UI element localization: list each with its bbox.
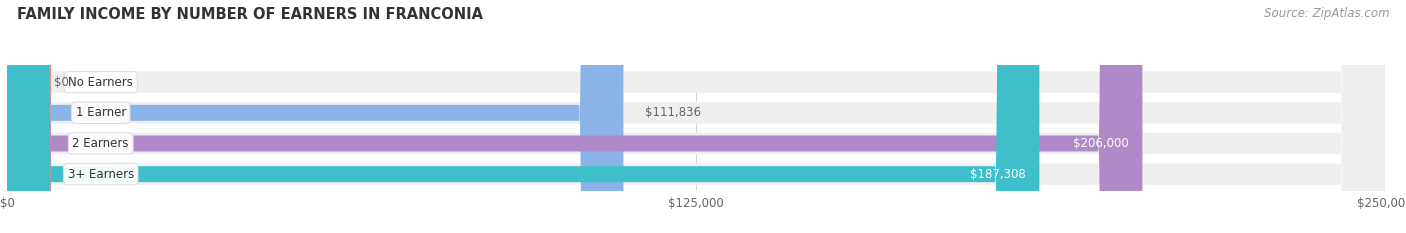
Text: 3+ Earners: 3+ Earners (67, 168, 134, 181)
Text: 2 Earners: 2 Earners (73, 137, 129, 150)
Text: Source: ZipAtlas.com: Source: ZipAtlas.com (1264, 7, 1389, 20)
FancyBboxPatch shape (7, 0, 51, 233)
Text: $206,000: $206,000 (1073, 137, 1129, 150)
FancyBboxPatch shape (7, 0, 1385, 233)
Text: $0: $0 (53, 76, 69, 89)
Text: 1 Earner: 1 Earner (76, 106, 127, 119)
FancyBboxPatch shape (7, 0, 1385, 233)
Text: $111,836: $111,836 (645, 106, 702, 119)
FancyBboxPatch shape (7, 0, 1039, 233)
Text: No Earners: No Earners (69, 76, 134, 89)
FancyBboxPatch shape (7, 0, 1143, 233)
FancyBboxPatch shape (7, 0, 1385, 233)
Text: $187,308: $187,308 (970, 168, 1025, 181)
Text: FAMILY INCOME BY NUMBER OF EARNERS IN FRANCONIA: FAMILY INCOME BY NUMBER OF EARNERS IN FR… (17, 7, 482, 22)
FancyBboxPatch shape (7, 0, 1385, 233)
FancyBboxPatch shape (7, 0, 623, 233)
